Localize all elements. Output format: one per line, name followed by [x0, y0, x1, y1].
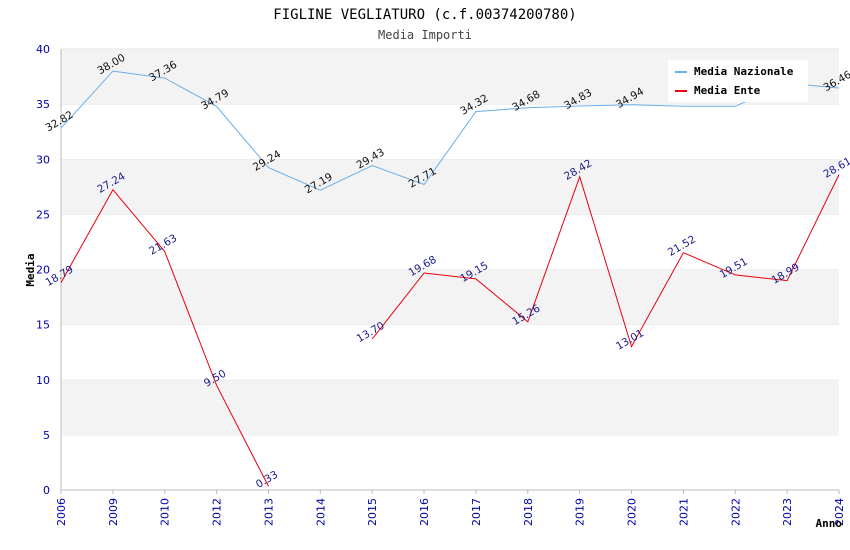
y-tick-label: 40	[36, 43, 50, 56]
grid-band	[61, 269, 839, 325]
legend-label-nazionale: Media Nazionale	[694, 65, 794, 78]
grid-band	[61, 379, 839, 435]
y-tick-label: 15	[36, 319, 50, 332]
x-tick-label: 2023	[781, 498, 794, 526]
x-tick-label: 2020	[626, 498, 639, 526]
legend-label-ente: Media Ente	[694, 84, 761, 97]
x-tick-label: 2016	[418, 498, 431, 526]
x-axis-label: Anno	[816, 517, 843, 530]
y-tick-label: 10	[36, 374, 50, 387]
legend: Media Nazionale Media Ente	[668, 60, 808, 102]
grid-band	[61, 214, 839, 270]
series-layer	[60, 70, 840, 487]
x-tick-label: 2015	[366, 498, 379, 526]
series-line-ente	[371, 174, 840, 348]
x-tick-label: 2019	[574, 498, 587, 526]
grid-band	[61, 324, 839, 380]
x-tick-label: 2014	[314, 498, 327, 526]
x-tick-label: 2006	[55, 498, 68, 526]
y-tick-label: 35	[36, 98, 50, 111]
chart-title: FIGLINE VEGLIATURO (c.f.00374200780)	[273, 7, 576, 23]
y-tick-label: 25	[36, 208, 50, 221]
x-tick-label: 2022	[729, 498, 742, 526]
x-tick-label: 2018	[522, 498, 535, 526]
y-axis-label: Media	[24, 253, 37, 286]
x-tick-label: 2017	[470, 498, 483, 526]
y-axis-ticks: 0 5 10 15 20 25 30 35 40	[36, 43, 50, 497]
series-line-nazionale	[60, 70, 840, 191]
grid-band	[61, 434, 839, 490]
y-tick-label: 0	[43, 484, 50, 497]
series-line-ente	[60, 188, 269, 487]
y-tick-label: 5	[43, 429, 50, 442]
axes	[60, 49, 839, 491]
x-tick-label: 2010	[159, 498, 172, 526]
grid-band	[61, 159, 839, 215]
y-tick-label: 20	[36, 264, 50, 277]
x-tick-label: 2024	[833, 498, 846, 526]
x-tick-label: 2021	[677, 498, 690, 526]
x-tick-label: 2013	[262, 498, 275, 526]
x-axis-ticks: 2006 2009 2010 2012 2013 2014 2015 2016 2017 2018…	[55, 490, 846, 526]
chart-subtitle: Media Importi	[378, 28, 472, 42]
grid-band	[61, 104, 839, 160]
x-tick-label: 2012	[211, 498, 224, 526]
y-tick-label: 30	[36, 153, 50, 166]
x-tick-label: 2009	[107, 498, 120, 526]
